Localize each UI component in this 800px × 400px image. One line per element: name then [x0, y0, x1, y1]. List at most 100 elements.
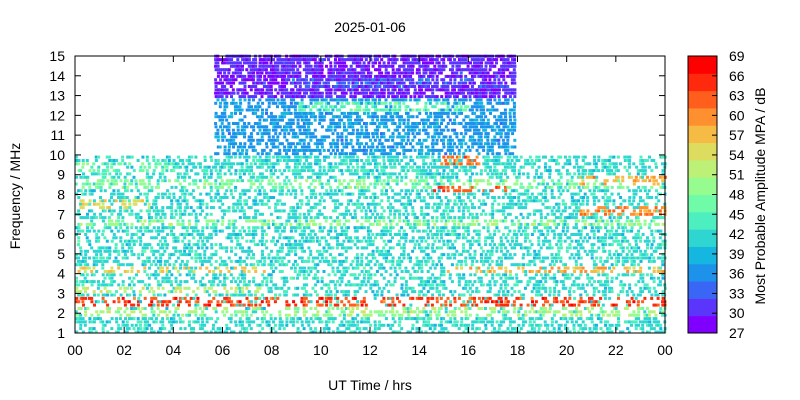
data-point: [391, 98, 395, 102]
data-point: [282, 209, 286, 213]
data-point: [320, 68, 324, 72]
data-point: [340, 85, 344, 88]
data-point: [79, 327, 83, 331]
data-point: [267, 206, 271, 210]
data-point: [343, 64, 346, 68]
data-point: [154, 263, 158, 267]
data-point: [123, 196, 127, 199]
data-point: [276, 216, 280, 220]
data-point: [287, 169, 291, 173]
data-point: [360, 128, 364, 132]
data-point: [391, 172, 395, 176]
data-point: [302, 128, 306, 132]
data-point: [121, 229, 125, 233]
data-point: [256, 243, 260, 247]
data-point: [238, 105, 242, 109]
data-point: [355, 179, 359, 183]
data-point: [278, 270, 282, 273]
data-point: [320, 85, 324, 88]
data-point: [132, 290, 136, 294]
data-point: [269, 58, 273, 62]
data-point: [387, 78, 391, 82]
data-point: [183, 280, 187, 284]
data-point: [342, 310, 346, 314]
data-point: [236, 71, 240, 75]
data-point: [267, 74, 271, 78]
data-point: [373, 280, 377, 284]
data-point: [280, 128, 284, 132]
data-point: [154, 185, 158, 189]
data-point: [194, 199, 198, 203]
data-point: [287, 95, 291, 99]
data-point: [223, 91, 227, 95]
data-point: [291, 142, 295, 146]
data-point: [245, 320, 249, 324]
data-point: [373, 128, 377, 132]
data-point: [216, 98, 220, 102]
data-point: [313, 128, 317, 132]
data-point: [147, 256, 151, 260]
data-point: [240, 152, 244, 156]
data-point: [382, 179, 386, 183]
data-point: [192, 226, 196, 230]
data-point: [402, 243, 406, 247]
data-point: [278, 88, 282, 92]
data-point: [285, 236, 289, 240]
data-point: [314, 192, 317, 196]
data-point: [294, 253, 298, 257]
data-point: [243, 91, 247, 95]
data-point: [236, 236, 240, 240]
data-point: [181, 222, 185, 226]
data-point: [311, 286, 315, 290]
data-point: [254, 196, 258, 199]
data-point: [362, 246, 366, 250]
data-point: [342, 74, 346, 78]
data-point: [221, 61, 225, 65]
data-point: [86, 293, 90, 297]
data-point: [369, 122, 373, 125]
data-point: [128, 202, 132, 206]
data-point: [387, 239, 391, 243]
data-point: [387, 196, 391, 199]
data-point: [347, 209, 351, 213]
data-point: [382, 256, 386, 260]
data-point: [146, 226, 149, 230]
data-point: [296, 68, 300, 72]
data-point: [271, 179, 275, 183]
data-point: [81, 283, 85, 287]
data-point: [223, 135, 227, 139]
data-point: [375, 259, 379, 263]
data-point: [373, 323, 377, 327]
data-point: [305, 165, 309, 169]
data-point: [398, 108, 402, 112]
data-point: [165, 266, 169, 270]
data-point: [307, 122, 311, 125]
data-point: [371, 159, 375, 162]
data-point: [104, 222, 107, 226]
data-point: [176, 199, 180, 203]
data-point: [188, 175, 191, 179]
data-point: [243, 273, 247, 277]
data-point: [225, 296, 229, 300]
data-point: [325, 91, 329, 95]
data-point: [357, 91, 361, 95]
data-point: [97, 317, 101, 321]
data-point: [230, 246, 233, 250]
data-point: [261, 229, 265, 233]
data-point: [369, 196, 373, 199]
data-point: [146, 185, 149, 189]
data-point: [391, 283, 395, 287]
data-point: [340, 212, 344, 216]
data-point: [366, 175, 370, 179]
data-point: [240, 108, 244, 112]
data-point: [402, 98, 406, 102]
data-point: [274, 132, 278, 136]
data-point: [152, 293, 156, 297]
data-point: [75, 159, 79, 162]
data-point: [349, 95, 353, 99]
data-point: [300, 145, 304, 149]
data-point: [229, 259, 233, 263]
data-point: [355, 206, 359, 210]
data-point: [393, 266, 397, 270]
data-point: [402, 236, 406, 240]
